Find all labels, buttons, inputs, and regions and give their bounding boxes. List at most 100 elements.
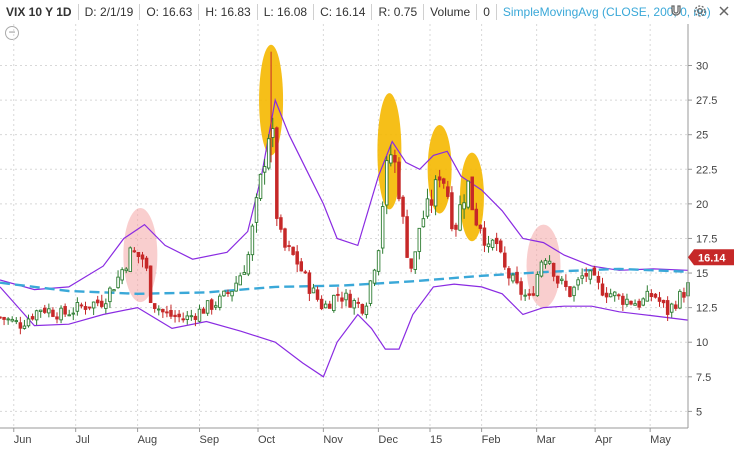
candle-body [311,287,316,294]
candle-body [494,237,499,245]
candle-body [629,300,633,305]
candle-body [560,278,564,281]
y-tick-label: 12.5 [696,303,717,315]
candle-body [360,303,365,314]
candle-body [441,178,446,184]
candle-body [279,217,283,230]
candle-body [157,308,161,311]
candle-body [128,247,133,272]
candle-body [100,300,104,307]
candle-body [189,315,194,318]
x-tick-label: Apr [595,434,612,446]
x-tick-label: Dec [378,434,398,446]
candle-body [226,292,230,295]
settings-gear-icon[interactable] [693,4,707,18]
candle-body [323,303,328,309]
candle-body [409,258,413,269]
chart-header: VIX 10 Y 1D D: 2/1/19 O: 16.63 H: 16.83 … [0,0,735,24]
x-tick-label: Jun [14,434,32,446]
candle-body [625,298,629,305]
candle-body [161,308,165,313]
candle-body [376,250,381,272]
candle-body [197,308,202,322]
candle-body [262,166,267,173]
x-tick-label: Feb [482,434,501,446]
candle-body [185,315,190,320]
candle-body [6,318,10,321]
candle-body [576,279,580,286]
bollinger-bands [0,97,689,378]
y-tick-label: 5 [696,406,702,418]
candle-body [592,267,597,276]
candle-body [568,286,572,297]
x-tick-label: Jul [76,434,90,446]
upper-band-line [0,97,689,291]
close-icon[interactable] [717,4,731,18]
candle-body [580,275,584,279]
candle-body [0,316,2,319]
y-tick-label: 10 [696,337,708,349]
candle-body [551,262,556,277]
candle-body [291,246,295,255]
candle-body [169,310,173,317]
candle-body [462,202,466,210]
magnet-icon[interactable] [669,4,683,18]
candle-body [380,206,385,249]
high-readout: H: 16.83 [199,4,258,20]
candle-body [230,290,234,297]
candle-body [498,240,503,253]
candle-body [238,275,242,286]
candle-body [678,290,682,309]
candle-body [242,272,247,275]
x-tick-label: Aug [138,434,158,446]
candle-body [478,224,483,229]
candle-body [669,303,674,313]
candle-body [201,308,206,314]
y-tick-label: 27.5 [696,95,717,107]
candle-body [344,292,348,301]
last-price-tag: 16.14 [688,249,734,266]
candle-body [364,305,369,316]
y-tick-label: 30 [696,61,708,73]
last-price-label: 16.14 [698,252,726,264]
candle-body [515,271,519,284]
candle-body [116,276,120,289]
candle-body [450,192,454,230]
candle-body [531,293,536,296]
candle-body [2,316,6,320]
candle-body [295,251,299,265]
x-tick-label: Nov [323,434,343,446]
x-tick-label: Sep [200,434,220,446]
candle-body [95,299,100,304]
candle-body [173,314,177,318]
candle-body [79,304,84,307]
candle-body [372,269,377,284]
candle-body [193,315,198,320]
volume-label: Volume [424,4,478,20]
candle-body [384,160,389,206]
candle-body [287,245,291,248]
symbol-label[interactable]: VIX 10 Y 1D [0,4,79,20]
candle-body [51,309,55,317]
candle-body [503,252,507,268]
candle-body [523,294,527,297]
candle-body [401,196,405,217]
circle-minus-icon[interactable]: − [5,26,19,40]
candle-body [275,127,279,219]
y-axis: 5 7.5 10 12.5 15 17.5 20 22.5 25 27.5 30 [687,24,717,428]
candle-body [75,302,80,312]
close-readout: C: 16.14 [314,4,373,20]
candle-body [140,254,145,260]
y-tick-label: 20 [696,199,708,211]
candle-body [393,155,397,163]
y-tick-label: 15 [696,268,708,280]
candle-body [356,301,360,304]
candle-body [152,303,157,309]
x-axis: Jun Jul Aug Sep Oct Nov Dec 15 Feb Mar Apr May [0,427,688,446]
candle-body [600,283,605,296]
study-label-sma[interactable]: SimpleMovingAvg (CLOSE, 200, 0, no) [502,5,711,19]
candle-body [482,227,487,246]
candle-body [653,293,658,298]
range-highlight [526,224,561,308]
